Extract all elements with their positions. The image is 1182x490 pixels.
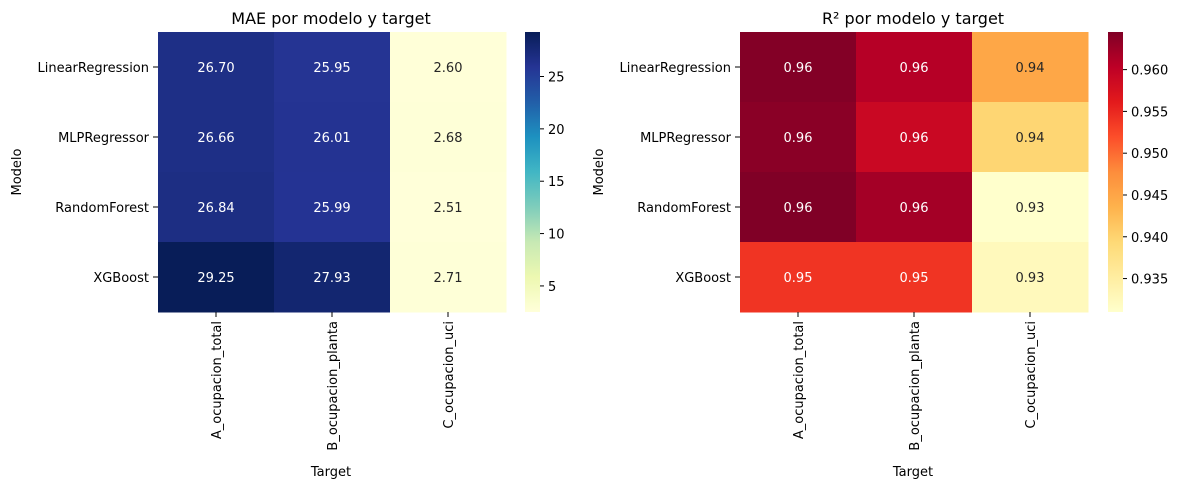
mae-cell (274, 242, 391, 313)
r2-colorbar-tick-label: 0.935 (1131, 273, 1168, 288)
r2-x-tick-label: B_ocupacion_planta (908, 321, 923, 451)
r2-cell-annotation: 0.95 (784, 271, 813, 286)
r2-cell-annotation: 0.94 (1016, 131, 1045, 146)
r2-cell (740, 102, 857, 173)
mae-colorbar-tick-label: 5 (548, 280, 556, 295)
r2-y-tick-label: XGBoost (675, 271, 731, 286)
mae-cell-annotation: 26.70 (197, 61, 234, 76)
r2-cell-annotation: 0.96 (784, 201, 813, 216)
r2-cell-annotation: 0.93 (1016, 201, 1045, 216)
r2-cell (740, 172, 857, 243)
mae-x-tick-label: C_ocupacion_uci (442, 321, 457, 429)
mae-cell-annotation: 2.51 (434, 201, 463, 216)
mae-x-tick-label: A_ocupacion_total (210, 321, 225, 439)
r2-cell-annotation: 0.95 (900, 271, 929, 286)
mae-colorbar-tick-label: 25 (548, 71, 565, 86)
mae-x-axis-label: Target (310, 465, 351, 480)
r2-cell-annotation: 0.96 (900, 61, 929, 76)
r2-cell (972, 32, 1089, 103)
mae-x-tick-label: B_ocupacion_planta (326, 321, 341, 451)
r2-cell-annotation: 0.96 (900, 201, 929, 216)
mae-cell-annotation: 2.60 (434, 61, 463, 76)
mae-cell-annotation: 2.71 (434, 271, 463, 286)
mae-y-axis-label: Modelo (10, 148, 25, 195)
mae-cell (158, 102, 275, 173)
r2-x-tick-label: A_ocupacion_total (792, 321, 807, 439)
r2-cell-annotation: 0.96 (900, 131, 929, 146)
r2-x-axis-label: Target (892, 465, 933, 480)
mae-cell (390, 32, 507, 103)
mae-cell-annotation: 25.95 (313, 61, 350, 76)
r2-cell (856, 32, 973, 103)
mae-cell-annotation: 27.93 (313, 271, 350, 286)
r2-colorbar-tick-label: 0.955 (1131, 105, 1168, 120)
r2-heatmap-panel: R² por modelo y target Target Modelo 0.9… (592, 9, 1168, 480)
mae-colorbar-tick-label: 15 (548, 175, 565, 190)
r2-cell (856, 242, 973, 313)
mae-cell (274, 32, 391, 103)
r2-cell-annotation: 0.96 (784, 61, 813, 76)
r2-colorbar-tick-label: 0.960 (1131, 64, 1168, 79)
mae-cell-annotation: 25.99 (313, 201, 350, 216)
r2-cell (972, 102, 1089, 173)
r2-cell (740, 32, 857, 103)
r2-chart-title: R² por modelo y target (822, 9, 1004, 28)
mae-y-tick-label: LinearRegression (37, 61, 149, 76)
mae-y-tick-label: XGBoost (93, 271, 149, 286)
mae-y-tick-label: MLPRegressor (58, 131, 150, 146)
mae-colorbar-tick-label: 20 (548, 123, 565, 138)
r2-cell-annotation: 0.96 (784, 131, 813, 146)
r2-colorbar-tick-label: 0.945 (1131, 189, 1168, 204)
r2-x-tick-label: C_ocupacion_uci (1024, 321, 1039, 429)
mae-cell (274, 172, 391, 243)
r2-y-tick-label: LinearRegression (619, 61, 731, 76)
r2-y-tick-label: RandomForest (637, 201, 731, 216)
mae-cell-annotation: 29.25 (197, 271, 234, 286)
mae-chart-title: MAE por modelo y target (231, 9, 430, 28)
mae-cell (390, 102, 507, 173)
mae-cell (390, 172, 507, 243)
r2-cell (856, 102, 973, 173)
mae-cell (158, 172, 275, 243)
r2-cell (856, 172, 973, 243)
r2-colorbar (1108, 32, 1123, 312)
mae-cell-annotation: 26.84 (197, 201, 234, 216)
mae-colorbar-tick-label: 10 (548, 228, 565, 243)
mae-cell (274, 102, 391, 173)
r2-cell (972, 172, 1089, 243)
r2-colorbar-tick-label: 0.940 (1131, 231, 1168, 246)
r2-cell (740, 242, 857, 313)
r2-y-axis-label: Modelo (592, 148, 607, 195)
mae-cell-annotation: 26.66 (197, 131, 234, 146)
r2-cell-annotation: 0.94 (1016, 61, 1045, 76)
mae-heatmap-panel: MAE por modelo y target Target Modelo 26… (10, 9, 565, 480)
r2-cell (972, 242, 1089, 313)
r2-colorbar-tick-label: 0.950 (1131, 147, 1168, 162)
r2-y-tick-label: MLPRegressor (640, 131, 732, 146)
mae-cell (158, 32, 275, 103)
mae-colorbar (525, 32, 540, 312)
mae-cell (158, 242, 275, 313)
mae-y-tick-label: RandomForest (55, 201, 149, 216)
r2-cell-annotation: 0.93 (1016, 271, 1045, 286)
mae-cell (390, 242, 507, 313)
mae-cell-annotation: 26.01 (313, 131, 350, 146)
mae-cell-annotation: 2.68 (434, 131, 463, 146)
